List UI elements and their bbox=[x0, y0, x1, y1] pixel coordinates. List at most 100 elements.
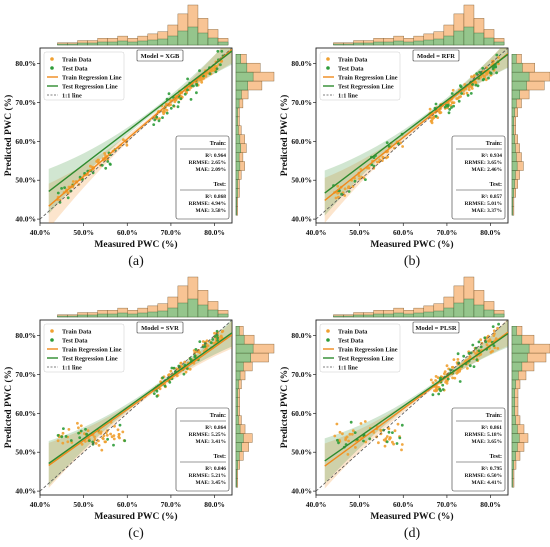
right-hist-test-bar bbox=[511, 379, 516, 390]
top-hist-test-bar bbox=[393, 312, 404, 318]
test-point bbox=[439, 389, 442, 393]
train-confidence-band bbox=[324, 48, 508, 223]
test-point bbox=[198, 69, 201, 73]
test-stat: RRMSE: 5.21% bbox=[189, 473, 226, 479]
train-point bbox=[470, 85, 473, 89]
test-point bbox=[153, 118, 157, 122]
model-label-box bbox=[136, 321, 184, 334]
train-point bbox=[434, 379, 437, 382]
legend-train-line-label: Train Regression Line bbox=[62, 347, 122, 354]
stats-box bbox=[451, 407, 506, 492]
train-point bbox=[61, 431, 65, 435]
legend-identity-label: 1:1 line bbox=[62, 365, 82, 372]
test-point bbox=[395, 442, 399, 445]
test-point bbox=[165, 111, 169, 115]
train-point bbox=[338, 430, 342, 434]
train-point bbox=[169, 103, 173, 107]
train-point bbox=[429, 119, 433, 123]
train-point bbox=[102, 434, 106, 438]
test-point bbox=[155, 389, 159, 393]
test-point bbox=[209, 341, 213, 345]
train-stats-heading: Train: bbox=[210, 141, 226, 147]
right-hist-test-bar bbox=[235, 326, 240, 336]
legend-box bbox=[319, 323, 401, 373]
test-point bbox=[104, 166, 108, 170]
panel-3: 40.0% 40.0% 50.0% 50.0% 60.0% 60.0% 70.0% 70.0%… bbox=[279, 276, 550, 541]
legend-train-line-label: Train Regression Line bbox=[62, 75, 122, 82]
train-point bbox=[429, 116, 433, 120]
top-hist-test-bar bbox=[117, 312, 128, 318]
right-hist-test-bar bbox=[235, 334, 245, 345]
test-regression-line bbox=[48, 332, 232, 465]
identity-line bbox=[40, 320, 232, 492]
test-point bbox=[495, 71, 498, 75]
test-point bbox=[109, 163, 112, 166]
train-point bbox=[364, 440, 368, 444]
test-point bbox=[495, 53, 499, 57]
train-point bbox=[380, 159, 384, 163]
train-point bbox=[220, 59, 224, 63]
train-point bbox=[383, 444, 387, 448]
train-point bbox=[465, 91, 469, 95]
train-point bbox=[357, 174, 361, 178]
top-hist-test-bar bbox=[493, 41, 505, 46]
train-point bbox=[445, 381, 449, 385]
train-point bbox=[219, 334, 223, 338]
right-hist-test-bar bbox=[235, 206, 237, 216]
top-hist-test-bar bbox=[97, 41, 108, 46]
train-point bbox=[451, 88, 455, 92]
right-hist-test-bar bbox=[235, 460, 238, 470]
top-hist-test-bar bbox=[217, 41, 229, 46]
y-tick-label: 70.0% bbox=[291, 98, 312, 107]
train-point bbox=[358, 177, 361, 181]
test-stats-heading: Test: bbox=[214, 454, 226, 460]
test-point bbox=[439, 376, 442, 380]
panel-letter: (a) bbox=[128, 254, 144, 269]
train-point bbox=[116, 428, 120, 432]
test-stat: R²: 0.795 bbox=[481, 466, 502, 472]
test-point bbox=[477, 340, 481, 344]
train-point bbox=[470, 75, 473, 78]
test-stat: MAE: 3.45% bbox=[195, 480, 226, 486]
legend-train-data-label: Train Data bbox=[62, 57, 92, 64]
test-point bbox=[170, 366, 174, 370]
test-point bbox=[215, 67, 219, 71]
test-stat: MAE: 3.58% bbox=[195, 208, 226, 214]
train-point bbox=[112, 434, 116, 437]
test-point bbox=[481, 78, 485, 82]
test-point bbox=[400, 423, 404, 427]
top-hist-test-bar bbox=[483, 37, 495, 46]
test-point bbox=[364, 178, 367, 182]
train-point bbox=[76, 421, 79, 425]
train-point bbox=[429, 378, 433, 382]
top-hist-test-bar bbox=[413, 312, 424, 318]
test-stat: MAE: 3.37% bbox=[471, 208, 502, 214]
train-point bbox=[354, 446, 357, 449]
test-point bbox=[481, 66, 485, 70]
test-point bbox=[106, 437, 109, 441]
top-hist-test-bar bbox=[97, 313, 108, 318]
right-hist-test-bar bbox=[511, 352, 528, 363]
right-hist-test-bar bbox=[511, 179, 515, 189]
test-point bbox=[443, 105, 447, 109]
top-hist-test-bar bbox=[333, 315, 344, 318]
right-hist-test-bar bbox=[235, 143, 241, 153]
train-point bbox=[485, 343, 489, 347]
test-point bbox=[452, 104, 455, 108]
test-point bbox=[457, 99, 461, 103]
right-hist-test-bar bbox=[511, 326, 517, 336]
panel-letter: (d) bbox=[404, 526, 421, 541]
top-hist-test-bar bbox=[463, 26, 475, 46]
top-hist-test-bar bbox=[363, 42, 374, 46]
y-axis-label: Predicted PWC (%) bbox=[3, 367, 14, 449]
y-tick-label: 80.0% bbox=[15, 331, 36, 340]
legend-test-line-label: Test Regression Line bbox=[62, 356, 118, 363]
test-point bbox=[497, 322, 500, 326]
y-tick-label: 50.0% bbox=[15, 448, 36, 457]
train-stat: R²: 0.934 bbox=[481, 153, 502, 159]
test-point bbox=[78, 436, 82, 439]
train-point bbox=[105, 433, 109, 437]
right-hist-test-bar bbox=[235, 179, 238, 189]
train-point bbox=[337, 195, 340, 199]
top-hist-test-bar bbox=[373, 313, 384, 318]
